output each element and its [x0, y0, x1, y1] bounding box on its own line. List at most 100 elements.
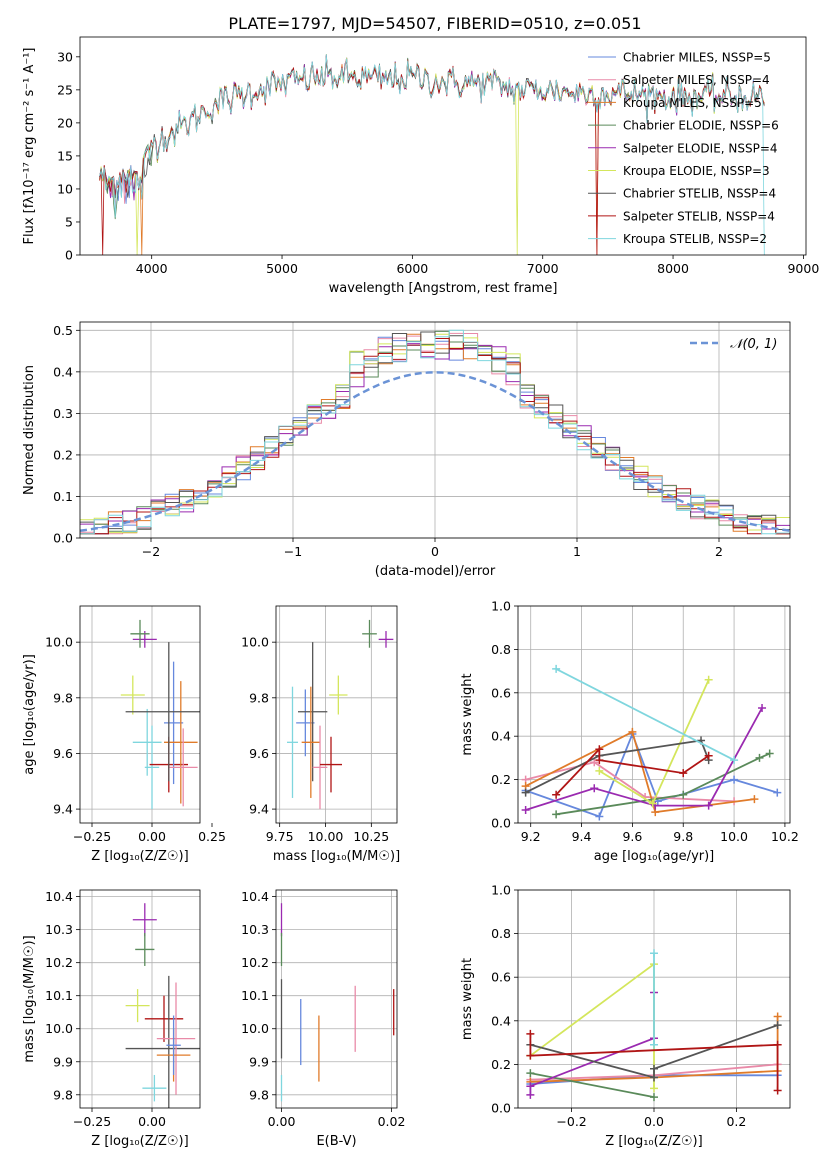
- x-axis-label: (data-model)/error: [375, 564, 496, 579]
- plot-area-weight_vs_Z: [526, 949, 782, 1102]
- x-tick-label: 0.00: [138, 1114, 166, 1129]
- data-point-marker: [704, 801, 713, 810]
- axes-frame: [517, 605, 791, 824]
- x-tick-label: 0: [431, 544, 439, 559]
- legend-entry: Salpeter MILES, NSSP=4: [623, 73, 770, 87]
- y-tick-label: 9.8: [249, 1087, 269, 1102]
- legend-entry: Chabrier MILES, NSSP=5: [623, 51, 771, 65]
- series-line: [525, 761, 735, 803]
- y-tick-label: 0.8: [491, 642, 511, 657]
- legend: Chabrier MILES, NSSP=5 Salpeter MILES, NS…: [588, 51, 779, 246]
- y-tick-label: 10.2: [241, 955, 269, 970]
- data-point-marker: [679, 790, 688, 799]
- x-tick-label: 10.25: [353, 829, 389, 844]
- data-point-marker: [628, 727, 637, 736]
- x-tick-label: 5000: [266, 261, 298, 276]
- y-tick-label: 10.1: [241, 988, 269, 1003]
- x-tick-label: 10.00: [308, 829, 344, 844]
- data-point-marker: [650, 1040, 658, 1049]
- y-tick-label: 0.5: [53, 323, 73, 338]
- axes-frame: [79, 321, 791, 539]
- y-axis-label: Flux [fλ10⁻¹⁷ erg cm⁻² s⁻¹ A⁻¹]: [22, 48, 37, 245]
- x-tick-label: 4000: [136, 261, 168, 276]
- y-tick-label: 0.2: [53, 447, 73, 462]
- y-tick-label: 0.4: [491, 1013, 511, 1028]
- data-point-marker: [679, 769, 688, 778]
- plot-area-spectrum: Chabrier MILES, NSSP=5 Salpeter MILES, NS…: [99, 51, 779, 256]
- data-point-marker: [773, 1012, 782, 1021]
- data-point-marker: [704, 751, 713, 760]
- series-line: [530, 1072, 655, 1098]
- x-tick-label: 6000: [396, 261, 428, 276]
- data-point-marker: [730, 756, 739, 765]
- legend-entry: Chabrier ELODIE, NSSP=6: [623, 119, 779, 133]
- x-tick-label: −2: [142, 544, 160, 559]
- y-tick-label: 0.0: [491, 816, 511, 831]
- x-axis-label: age [log₁₀(age/yr)]: [594, 849, 715, 864]
- y-tick-label: 20: [57, 115, 73, 130]
- series-line: [555, 668, 735, 761]
- legend-entry: Salpeter ELODIE, NSSP=4: [623, 141, 778, 155]
- y-axis-label: mass weight: [460, 958, 475, 1040]
- axes-frame: [517, 889, 791, 1109]
- y-tick-label: 9.8: [53, 690, 73, 705]
- data-point-marker: [650, 1064, 658, 1073]
- series-line: [525, 739, 710, 794]
- plot-area-age_vs_mass: [287, 619, 394, 810]
- x-tick-label: 10.0: [720, 829, 748, 844]
- spectrum-series-line: [99, 57, 765, 256]
- x-tick-label: 10.2: [771, 829, 799, 844]
- data-point-marker: [773, 788, 782, 797]
- data-point-marker: [765, 749, 774, 758]
- data-point-marker: [650, 1084, 658, 1093]
- data-point-marker: [552, 664, 561, 673]
- x-tick-label: 9.8: [673, 829, 693, 844]
- legend-entry: Salpeter STELIB, NSSP=4: [623, 209, 775, 223]
- axes-frame: [275, 889, 398, 1109]
- y-tick-label: 10.2: [45, 955, 73, 970]
- data-point-marker: [595, 766, 604, 775]
- data-point-marker: [773, 1021, 782, 1030]
- spectrum-series-line: [99, 54, 765, 256]
- histogram-series: [80, 329, 790, 535]
- data-point-marker: [755, 753, 764, 762]
- panel-weight_vs_Z: −0.2 0.0 0.2 0.0 0.2 0.4 0.6 0.8 1.0 Z [log₁₀(Z/Z…: [460, 883, 791, 1149]
- data-point-marker: [526, 1090, 535, 1099]
- legend-entry: Kroupa ELODIE, NSSP=3: [623, 164, 770, 178]
- series-line: [525, 707, 763, 811]
- data-point-marker: [595, 745, 604, 754]
- data-point-marker: [526, 1082, 535, 1091]
- data-point-marker: [521, 805, 530, 814]
- y-tick-label: 5: [65, 214, 73, 229]
- y-tick-label: 0.4: [53, 364, 73, 379]
- plot-area-mass_vs_ebv: [280, 903, 395, 1102]
- y-tick-label: 25: [57, 82, 73, 97]
- figure-title: PLATE=1797, MJD=54507, FIBERID=0510, z=0…: [228, 14, 641, 33]
- y-tick-label: 0.2: [491, 772, 511, 787]
- legend-entry: 𝒩(0, 1): [730, 337, 777, 352]
- x-axis-label: Z [log₁₀(Z/Z☉)]: [605, 1134, 702, 1149]
- normal-curve: [79, 371, 791, 532]
- data-point-marker: [526, 1069, 535, 1078]
- y-tick-label: 9.6: [249, 746, 269, 761]
- x-tick-label: 0.00: [268, 1114, 296, 1129]
- x-tick-label: −0.2: [556, 1114, 586, 1129]
- data-point-marker: [650, 1093, 658, 1102]
- series-line: [555, 752, 771, 816]
- plot-area-weight_vs_age: [521, 664, 782, 821]
- y-tick-label: 10.4: [45, 889, 73, 904]
- x-tick-label: 9.4: [572, 829, 592, 844]
- y-tick-label: 9.4: [249, 802, 269, 817]
- y-tick-label: 0: [65, 248, 73, 263]
- series-line: [529, 962, 655, 1089]
- legend-entry: Chabrier STELIB, NSSP=4: [623, 187, 776, 201]
- data-point-marker: [590, 784, 599, 793]
- y-tick-label: 0.8: [491, 926, 511, 941]
- data-point-marker: [704, 675, 713, 684]
- y-axis-label: age [log₁₀(age/yr)]: [22, 654, 37, 775]
- y-tick-label: 0.2: [491, 1057, 511, 1072]
- data-point-marker: [758, 703, 767, 712]
- y-tick-label: 30: [57, 49, 73, 64]
- plot-area-residuals: 𝒩(0, 1): [79, 329, 791, 535]
- x-tick-label: 0.25: [198, 829, 226, 844]
